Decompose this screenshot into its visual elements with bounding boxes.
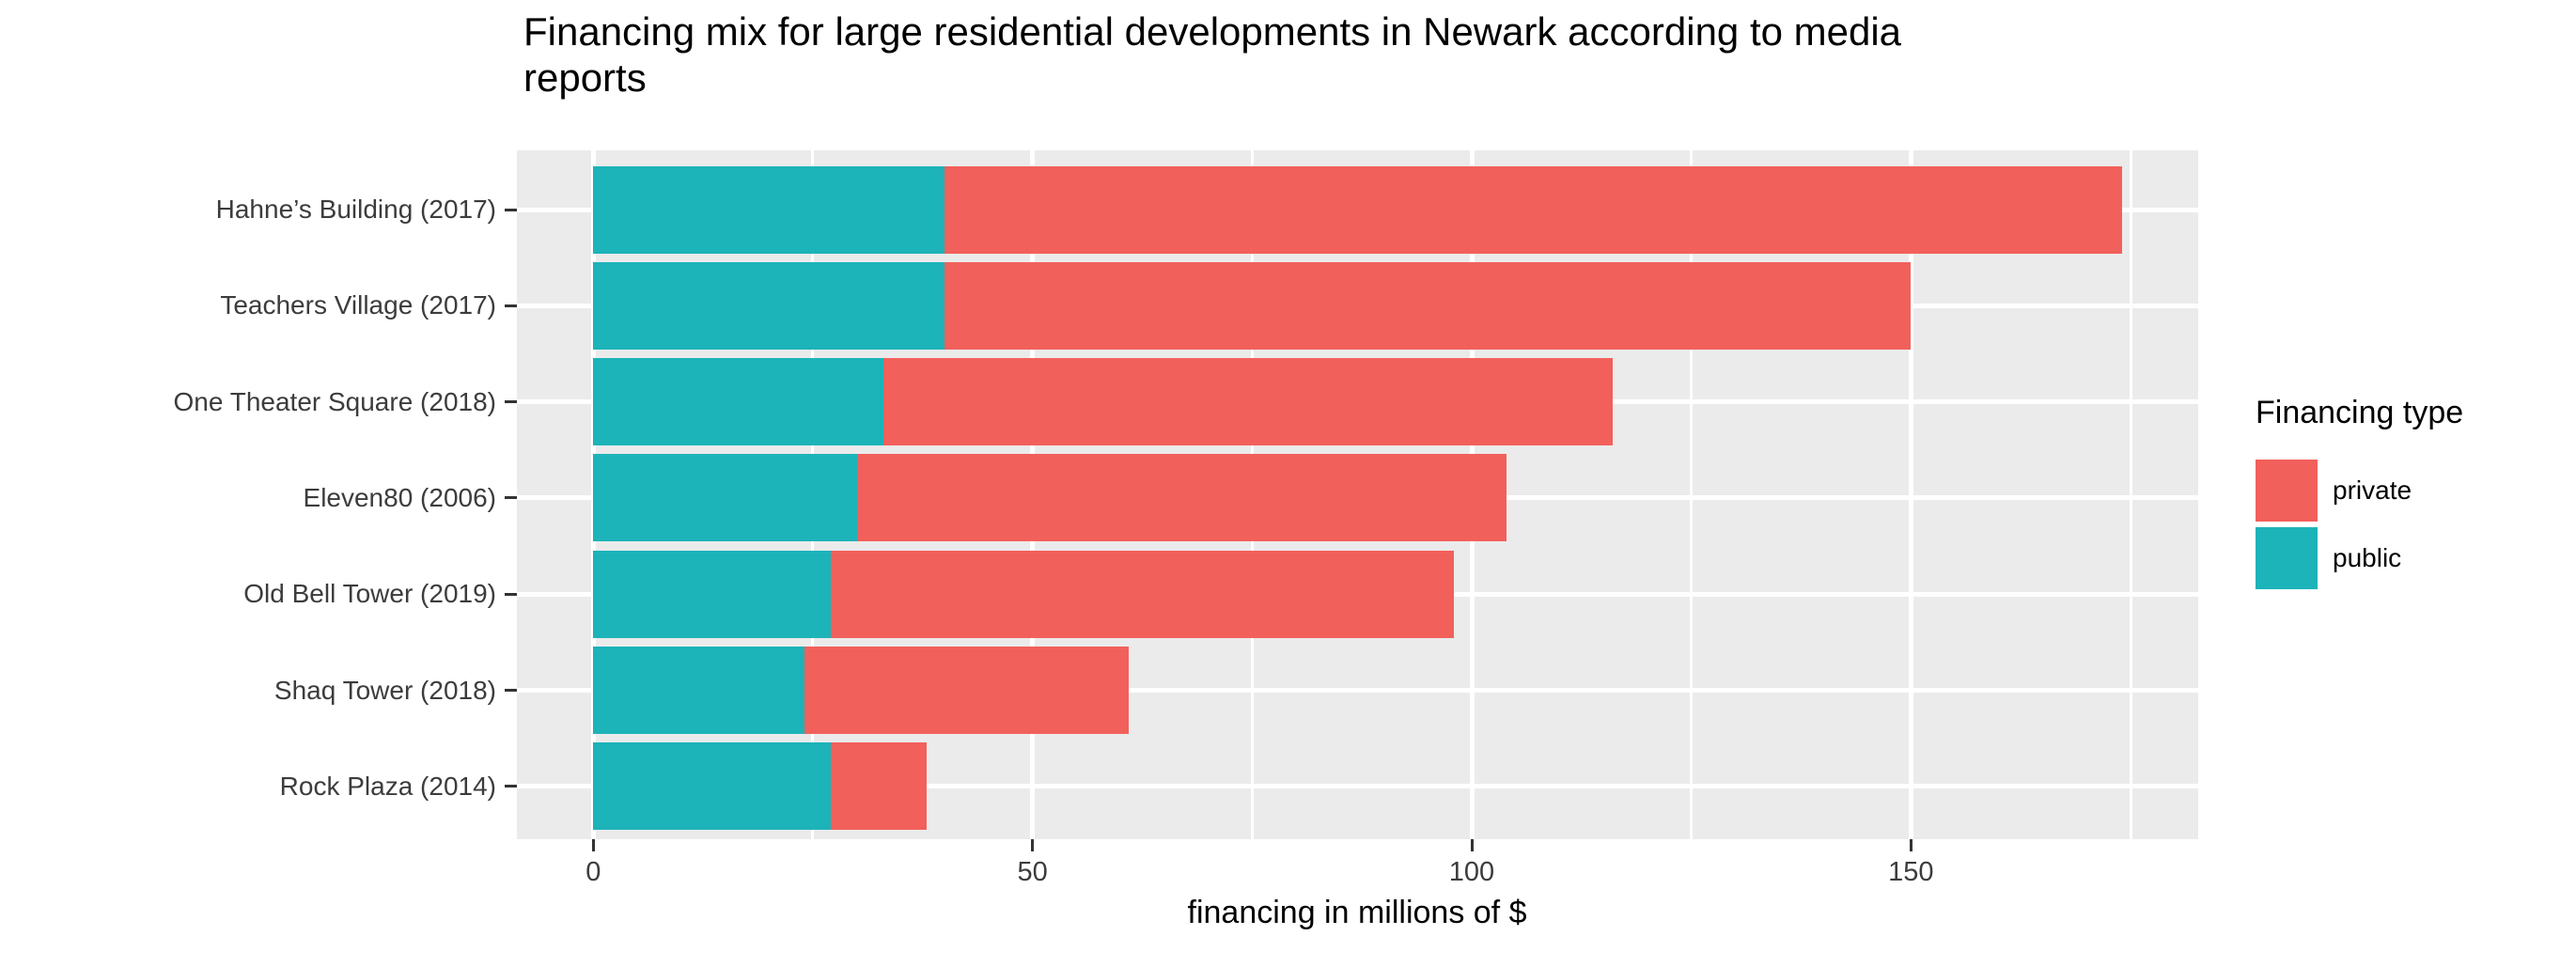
- legend-label: private: [2333, 476, 2412, 505]
- bar-row: [593, 550, 1455, 638]
- bar-row: [593, 454, 1507, 542]
- bar-segment-private: [945, 165, 2122, 254]
- x-tick-label: 0: [585, 857, 601, 887]
- x-tick-mark: [1470, 839, 1474, 851]
- bar-segment-private: [830, 550, 1455, 638]
- y-tick-mark: [505, 400, 517, 404]
- bar-segment-public: [593, 165, 945, 254]
- legend-key-private: [2256, 460, 2318, 522]
- chart-title: Financing mix for large residential deve…: [523, 9, 1902, 100]
- bar-row: [593, 358, 1613, 446]
- legend-title: Financing type: [2256, 395, 2464, 430]
- bar-segment-public: [593, 261, 945, 350]
- x-tick-label: 150: [1888, 857, 1934, 887]
- x-axis-title: financing in millions of $: [1187, 895, 1527, 930]
- bar-segment-private: [945, 261, 1912, 350]
- y-tick-label: One Theater Square (2018): [173, 386, 496, 416]
- x-tick-mark: [1031, 839, 1035, 851]
- bar-segment-private: [830, 742, 928, 831]
- bar-segment-public: [593, 550, 831, 638]
- y-tick-mark: [505, 208, 517, 211]
- bar-row: [593, 165, 2122, 254]
- minor-gridline: [1690, 150, 1694, 839]
- bar-row: [593, 261, 1912, 350]
- bar-segment-public: [593, 454, 857, 542]
- y-tick-mark: [505, 689, 517, 692]
- x-tick-mark: [1909, 839, 1912, 851]
- y-tick-mark: [505, 304, 517, 307]
- y-tick-mark: [505, 785, 517, 788]
- y-tick-label: Hahne’s Building (2017): [215, 195, 496, 224]
- minor-gridline: [2129, 150, 2132, 839]
- bar-segment-public: [593, 742, 831, 831]
- bar-row: [593, 742, 928, 831]
- bar-row: [593, 647, 1130, 734]
- plot-panel: [517, 150, 2198, 839]
- bar-segment-private: [804, 647, 1130, 734]
- x-tick-label: 50: [1017, 857, 1048, 887]
- legend-label: public: [2333, 543, 2402, 572]
- y-tick-label: Shaq Tower (2018): [273, 675, 496, 705]
- legend-key-public: [2256, 527, 2318, 589]
- x-tick-label: 100: [1448, 857, 1495, 887]
- y-tick-label: Rock Plaza (2014): [279, 771, 496, 801]
- y-tick-label: Teachers Village (2017): [220, 290, 496, 320]
- y-tick-mark: [505, 496, 517, 500]
- y-tick-label: Old Bell Tower (2019): [243, 579, 496, 609]
- bar-segment-private: [882, 358, 1613, 446]
- y-tick-mark: [505, 592, 517, 596]
- bar-segment-public: [593, 358, 883, 446]
- bar-segment-public: [593, 647, 804, 734]
- h-gridline: [517, 688, 2198, 693]
- h-gridline: [517, 784, 2198, 789]
- x-tick-mark: [591, 839, 595, 851]
- major-gridline: [1908, 150, 1913, 839]
- bar-segment-private: [856, 454, 1507, 542]
- y-tick-label: Eleven80 (2006): [303, 482, 496, 512]
